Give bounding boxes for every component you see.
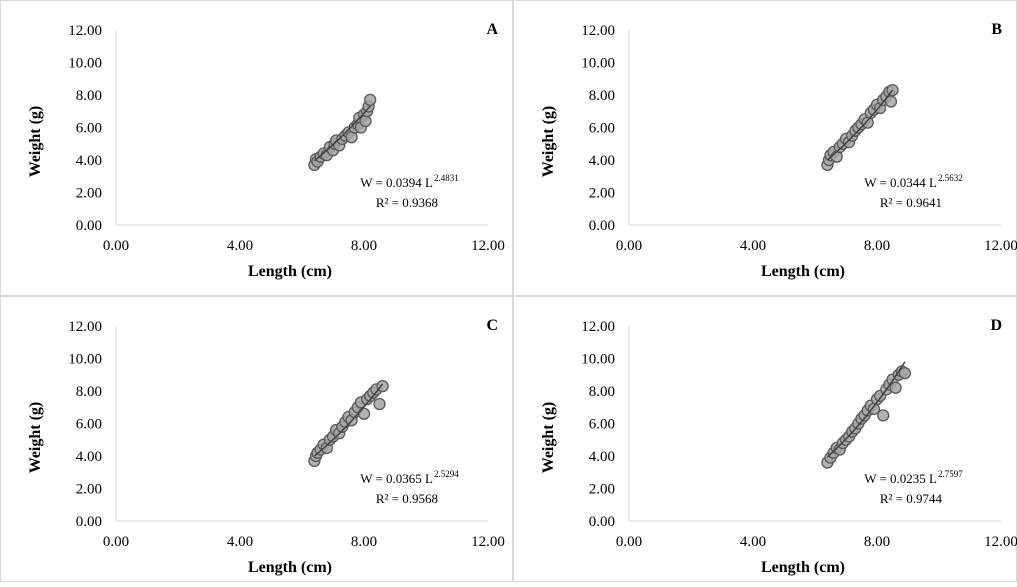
y-tick-label: 12.00 bbox=[581, 319, 615, 335]
x-axis-title: Length (cm) bbox=[761, 263, 845, 280]
x-tick-label: 12.00 bbox=[471, 238, 505, 254]
x-axis-title: Length (cm) bbox=[248, 263, 332, 280]
panel-a: 0.00 2.00 4.00 6.00 8.00 10.00 12.00 0.00 4.00 8.… bbox=[1, 1, 513, 296]
y-tick-label: 12.00 bbox=[68, 23, 102, 39]
regression-equation: W = 0.0344 L bbox=[864, 175, 937, 190]
data-point bbox=[365, 94, 376, 105]
y-tick-label: 0.00 bbox=[76, 514, 102, 530]
y-tick-label: 10.00 bbox=[68, 56, 102, 72]
y-tick-label: 2.00 bbox=[76, 186, 102, 202]
panel-d: 0.00 2.00 4.00 6.00 8.00 10.00 12.00 0.00 4.00 8.… bbox=[514, 297, 1017, 582]
x-axis-title: Length (cm) bbox=[248, 559, 332, 576]
x-tick-label: 0.00 bbox=[103, 238, 129, 254]
y-axis-title: Weight (g) bbox=[540, 106, 557, 178]
x-tick-label: 4.00 bbox=[740, 238, 766, 254]
y-tick-label: 6.00 bbox=[589, 417, 615, 433]
regression-equation: W = 0.0394 L bbox=[360, 175, 433, 190]
y-tick-label: 4.00 bbox=[76, 449, 102, 465]
x-tick-label: 4.00 bbox=[227, 534, 253, 550]
y-tick-label: 2.00 bbox=[76, 482, 102, 498]
x-tick-label: 8.00 bbox=[351, 238, 377, 254]
equation-exponent: 2.5632 bbox=[938, 173, 963, 183]
data-point bbox=[374, 399, 385, 410]
y-axis-title: Weight (g) bbox=[27, 106, 44, 178]
y-axis-title: Weight (g) bbox=[27, 402, 44, 474]
y-tick-label: 6.00 bbox=[76, 417, 102, 433]
y-tick-label: 12.00 bbox=[68, 319, 102, 335]
y-tick-label: 0.00 bbox=[589, 514, 615, 530]
x-tick-label: 12.00 bbox=[984, 238, 1017, 254]
equation-exponent: 2.5294 bbox=[434, 469, 459, 479]
y-tick-label: 6.00 bbox=[76, 121, 102, 137]
data-point bbox=[899, 368, 910, 379]
r-squared-label: R² = 0.9368 bbox=[376, 195, 438, 210]
y-tick-label: 4.00 bbox=[589, 449, 615, 465]
y-tick-label: 10.00 bbox=[581, 56, 615, 72]
y-tick-label: 0.00 bbox=[76, 218, 102, 234]
y-tick-label: 6.00 bbox=[589, 121, 615, 137]
y-tick-label: 8.00 bbox=[589, 88, 615, 104]
x-tick-label: 8.00 bbox=[351, 534, 377, 550]
y-tick-label: 8.00 bbox=[589, 384, 615, 400]
panel-label: A bbox=[486, 21, 498, 38]
panel-frame bbox=[1, 297, 513, 582]
panel-frame bbox=[1, 1, 513, 296]
x-tick-label: 12.00 bbox=[984, 534, 1017, 550]
equation-exponent: 2.7597 bbox=[938, 469, 963, 479]
y-tick-label: 2.00 bbox=[589, 186, 615, 202]
y-tick-label: 4.00 bbox=[76, 153, 102, 169]
data-point bbox=[890, 382, 901, 393]
panel-c: 0.00 2.00 4.00 6.00 8.00 10.00 12.00 0.00 4.00 8.… bbox=[1, 297, 513, 582]
x-tick-label: 0.00 bbox=[616, 534, 642, 550]
x-tick-label: 12.00 bbox=[471, 534, 505, 550]
r-squared-label: R² = 0.9641 bbox=[880, 195, 942, 210]
y-tick-label: 8.00 bbox=[76, 384, 102, 400]
x-tick-label: 0.00 bbox=[616, 238, 642, 254]
regression-equation: W = 0.0235 L bbox=[864, 471, 937, 486]
panel-label: C bbox=[486, 317, 498, 334]
x-tick-label: 8.00 bbox=[864, 534, 890, 550]
data-point bbox=[359, 408, 370, 419]
x-axis-title: Length (cm) bbox=[761, 559, 845, 576]
y-tick-label: 10.00 bbox=[68, 352, 102, 368]
x-tick-label: 0.00 bbox=[103, 534, 129, 550]
panel-label: B bbox=[991, 21, 1002, 38]
panel-label: D bbox=[990, 317, 1002, 334]
y-tick-label: 2.00 bbox=[589, 482, 615, 498]
y-tick-label: 0.00 bbox=[589, 218, 615, 234]
regression-equation: W = 0.0365 L bbox=[360, 471, 433, 486]
y-axis-title: Weight (g) bbox=[540, 402, 557, 474]
r-squared-label: R² = 0.9568 bbox=[376, 491, 438, 506]
equation-exponent: 2.4831 bbox=[434, 173, 459, 183]
x-tick-label: 4.00 bbox=[227, 238, 253, 254]
y-tick-label: 4.00 bbox=[589, 153, 615, 169]
x-tick-label: 4.00 bbox=[740, 534, 766, 550]
y-tick-label: 12.00 bbox=[581, 23, 615, 39]
r-squared-label: R² = 0.9744 bbox=[880, 491, 943, 506]
data-point bbox=[878, 410, 889, 421]
y-tick-label: 8.00 bbox=[76, 88, 102, 104]
x-tick-label: 8.00 bbox=[864, 238, 890, 254]
y-tick-label: 10.00 bbox=[581, 352, 615, 368]
panel-b: 0.00 2.00 4.00 6.00 8.00 10.00 12.00 0.00 4.00 8.… bbox=[514, 1, 1017, 296]
